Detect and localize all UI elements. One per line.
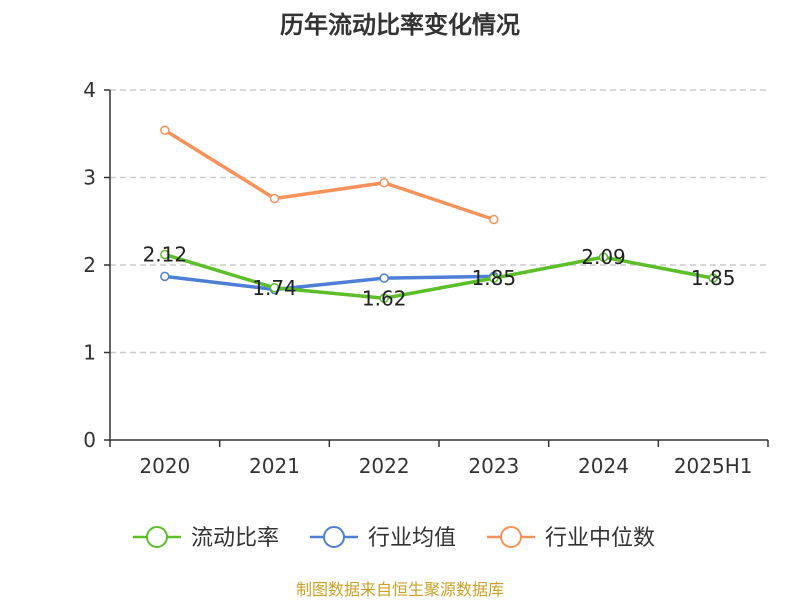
y-tick-label: 0 — [83, 428, 96, 452]
data-point[interactable] — [489, 273, 499, 283]
grid-lines — [110, 89, 768, 354]
data-label: 2.09 — [581, 245, 626, 269]
data-labels: 2.12 1.74 1.62 1.85 2.09 1.85 — [143, 243, 736, 311]
data-point[interactable] — [379, 293, 389, 303]
data-point[interactable] — [269, 193, 280, 204]
data-point[interactable] — [379, 273, 389, 283]
series-line-2 — [163, 128, 496, 222]
data-label: 2.12 — [143, 243, 188, 267]
y-tick-label: 2 — [83, 253, 96, 277]
legend-item-1[interactable]: 行业均值 — [310, 526, 456, 551]
legend[interactable]: 流动比率 行业均值 行业中位数 — [133, 526, 655, 551]
chart-title: 历年流动比率变化情况 — [280, 11, 520, 39]
legend-swatch-marker — [146, 526, 168, 548]
legend-label: 行业中位数 — [545, 526, 655, 551]
series-line-1 — [163, 274, 496, 292]
legend-label: 行业均值 — [368, 526, 456, 551]
y-tick-label: 3 — [83, 166, 96, 190]
legend-swatch-marker — [500, 526, 522, 548]
data-point[interactable] — [160, 271, 170, 282]
legend-label: 流动比率 — [191, 526, 279, 551]
data-point[interactable] — [269, 283, 280, 293]
y-tick-label: 1 — [83, 341, 96, 365]
axes: 0 1 2 3 4 2020 2021 2022 2023 2024 2025H1 — [83, 78, 769, 478]
data-point[interactable] — [379, 178, 389, 188]
y-tick-label: 4 — [83, 78, 96, 102]
series-line-0 — [163, 252, 715, 300]
source-note: 制图数据来自恒生聚源数据库 — [296, 580, 504, 599]
data-label: 1.85 — [472, 266, 517, 290]
data-point[interactable] — [598, 252, 609, 262]
data-point[interactable] — [489, 214, 499, 225]
legend-item-2[interactable]: 行业中位数 — [487, 526, 655, 551]
data-point[interactable] — [160, 125, 170, 135]
x-tick-label: 2024 — [578, 454, 629, 478]
data-label: 1.74 — [252, 276, 297, 300]
data-label: 1.62 — [362, 286, 407, 310]
legend-item-0[interactable]: 流动比率 — [133, 526, 279, 551]
x-tick-label: 2023 — [468, 454, 519, 478]
x-tick-label: 2020 — [139, 454, 190, 478]
legend-swatch-marker — [323, 526, 345, 548]
data-point[interactable] — [160, 249, 170, 260]
series-layer — [160, 125, 718, 303]
x-tick-label: 2021 — [249, 454, 300, 478]
data-point[interactable] — [708, 273, 718, 283]
data-label: 1.85 — [691, 266, 736, 290]
x-tick-label: 2025H1 — [674, 454, 753, 478]
x-tick-label: 2022 — [359, 454, 410, 478]
